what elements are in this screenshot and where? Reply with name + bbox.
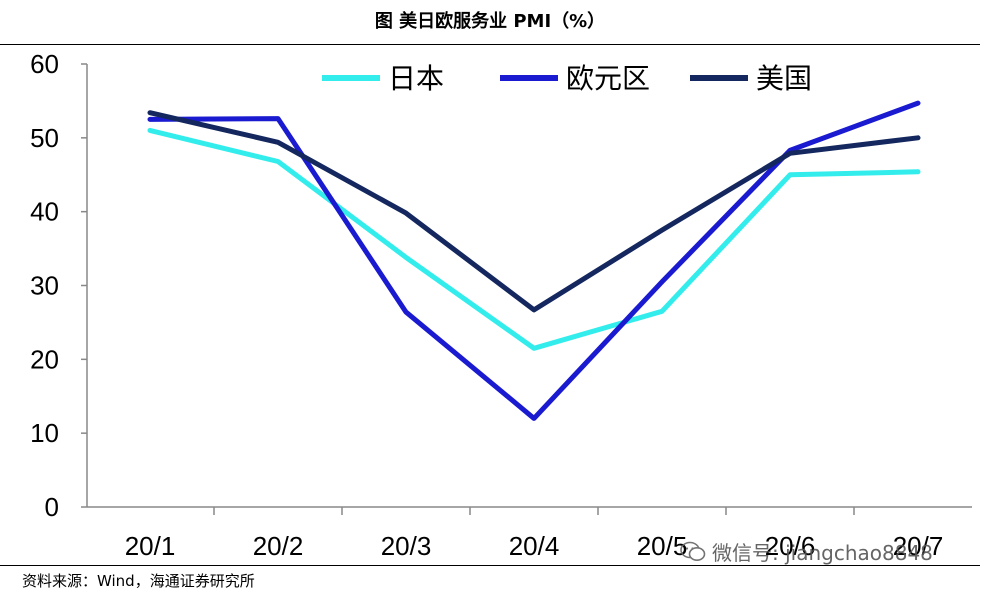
x-tick-label: 20/7: [893, 531, 944, 561]
watermark-text: 微信号: jiangchao8848: [712, 541, 933, 565]
chart-axes: 0 10 20 30 40 50 60 20/1 20/2 20/3 20/4 20/5 20/6 20/…: [30, 49, 972, 561]
series-layer: [147, 100, 921, 421]
y-tick-label: 30: [30, 271, 59, 301]
source-note: 资料来源：Wind，海通证券研究所: [22, 572, 255, 590]
wechat-icon: [680, 541, 706, 561]
x-tick-label: 20/1: [125, 531, 176, 561]
x-tick-label: 20/4: [509, 531, 560, 561]
y-tick-label: 20: [30, 344, 59, 374]
watermark: 微信号: jiangchao8848: [680, 537, 933, 566]
chart-legend: 日本 欧元区 美国: [322, 62, 812, 95]
y-tick-label: 60: [30, 49, 59, 79]
chart-title: 图 美日欧服务业 PMI（%）: [0, 0, 980, 45]
legend-label: 美国: [756, 62, 812, 95]
legend-label: 欧元区: [566, 62, 650, 95]
y-tick-label: 40: [30, 197, 59, 227]
series-line-2: [147, 110, 921, 313]
y-tick-label: 0: [45, 492, 59, 522]
x-tick-label: 20/2: [253, 531, 304, 561]
x-tick-label: 20/5: [637, 531, 688, 561]
legend-label: 日本: [388, 62, 444, 95]
y-tick-label: 10: [30, 418, 59, 448]
x-tick-label: 20/6: [765, 531, 816, 561]
x-tick-label: 20/3: [381, 531, 432, 561]
footer-rule: [0, 565, 980, 566]
y-tick-label: 50: [30, 123, 59, 153]
line-chart: 0 10 20 30 40 50 60 20/1 20/2 20/3 20/4 20/5 20/6 20/…: [30, 49, 972, 561]
series-line-0: [147, 127, 921, 351]
